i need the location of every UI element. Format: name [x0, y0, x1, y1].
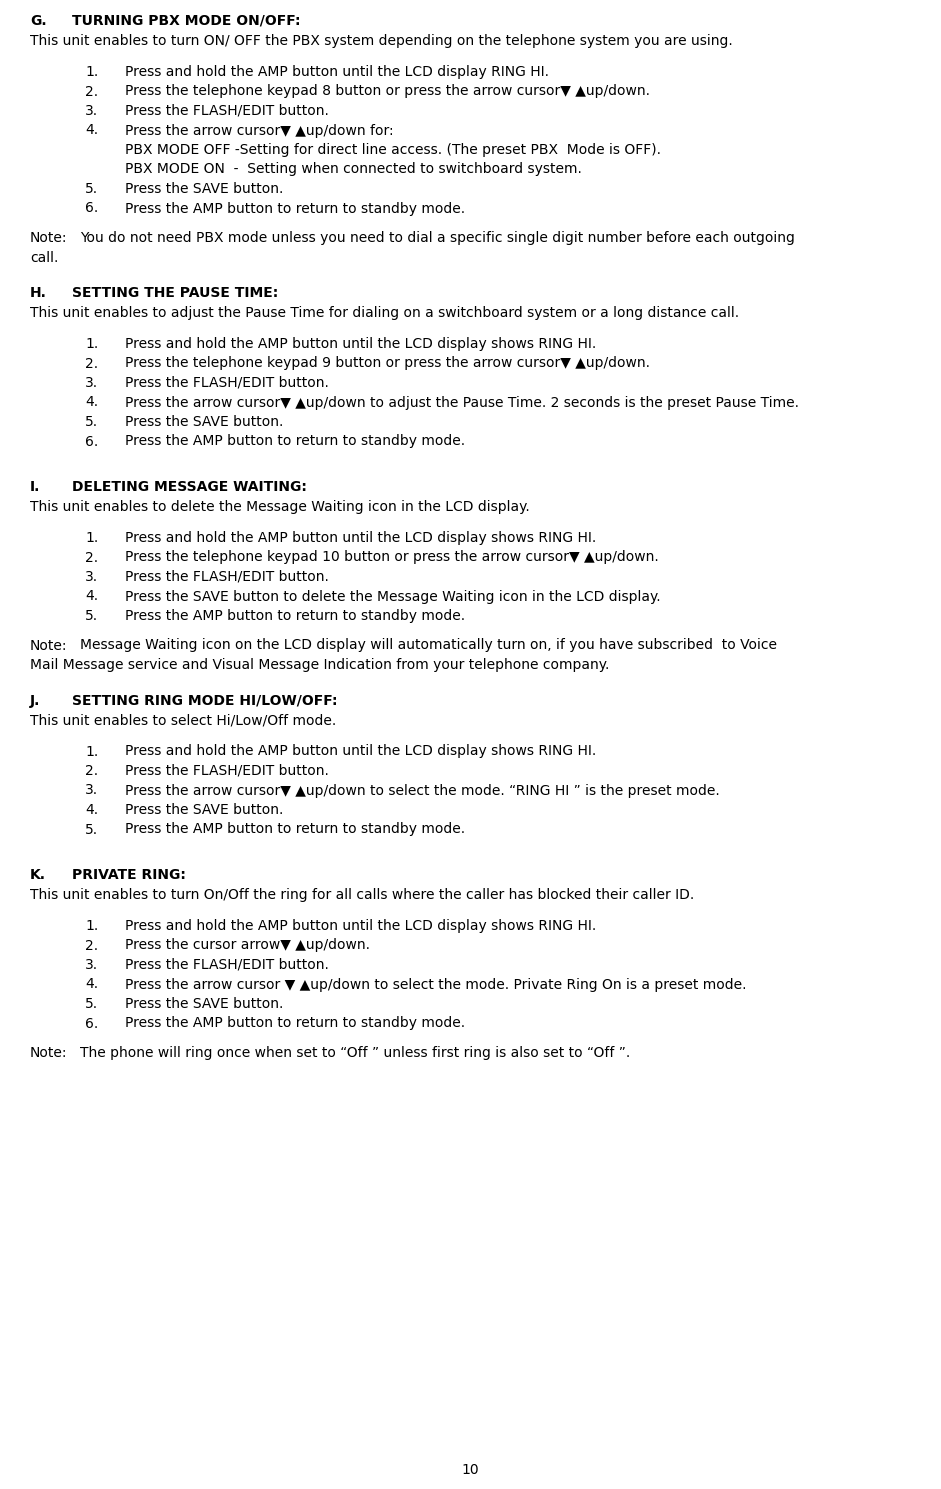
Text: 5.: 5. — [85, 822, 98, 837]
Text: SETTING RING MODE HI/LOW/OFF:: SETTING RING MODE HI/LOW/OFF: — [72, 694, 338, 707]
Text: Press and hold the AMP button until the LCD display shows RING HI.: Press and hold the AMP button until the … — [125, 919, 597, 934]
Text: 4.: 4. — [85, 124, 98, 137]
Text: PBX MODE ON  -  Setting when connected to switchboard system.: PBX MODE ON - Setting when connected to … — [125, 162, 582, 177]
Text: 3.: 3. — [85, 783, 98, 798]
Text: SETTING THE PAUSE TIME:: SETTING THE PAUSE TIME: — [72, 286, 279, 299]
Text: This unit enables to turn On/Off the ring for all calls where the caller has blo: This unit enables to turn On/Off the rin… — [30, 887, 694, 901]
Text: Press the FLASH/EDIT button.: Press the FLASH/EDIT button. — [125, 570, 328, 584]
Text: Press the arrow cursor ▼ ▲up/down to select the mode. Private Ring On is a prese: Press the arrow cursor ▼ ▲up/down to sel… — [125, 977, 746, 992]
Text: 5.: 5. — [85, 609, 98, 622]
Text: This unit enables to delete the Message Waiting icon in the LCD display.: This unit enables to delete the Message … — [30, 499, 530, 514]
Text: Press the AMP button to return to standby mode.: Press the AMP button to return to standb… — [125, 435, 465, 448]
Text: Mail Message service and Visual Message Indication from your telephone company.: Mail Message service and Visual Message … — [30, 658, 610, 672]
Text: Message Waiting icon on the LCD display will automatically turn on, if you have : Message Waiting icon on the LCD display … — [80, 639, 777, 652]
Text: Press the AMP button to return to standby mode.: Press the AMP button to return to standb… — [125, 822, 465, 837]
Text: The phone will ring once when set to “Off ” unless first ring is also set to “Of: The phone will ring once when set to “Of… — [80, 1045, 630, 1060]
Text: 6.: 6. — [85, 1017, 98, 1030]
Text: 1.: 1. — [85, 337, 98, 351]
Text: 3.: 3. — [85, 570, 98, 584]
Text: 1.: 1. — [85, 532, 98, 545]
Text: 4.: 4. — [85, 396, 98, 409]
Text: 4.: 4. — [85, 977, 98, 992]
Text: This unit enables to adjust the Pause Time for dialing on a switchboard system o: This unit enables to adjust the Pause Ti… — [30, 305, 739, 320]
Text: 2.: 2. — [85, 938, 98, 953]
Text: Press the FLASH/EDIT button.: Press the FLASH/EDIT button. — [125, 764, 328, 777]
Text: G.: G. — [30, 13, 47, 28]
Text: 2.: 2. — [85, 356, 98, 371]
Text: Press the AMP button to return to standby mode.: Press the AMP button to return to standb… — [125, 201, 465, 216]
Text: This unit enables to turn ON/ OFF the PBX system depending on the telephone syst: This unit enables to turn ON/ OFF the PB… — [30, 33, 733, 48]
Text: Press the SAVE button.: Press the SAVE button. — [125, 998, 283, 1011]
Text: Press the SAVE button.: Press the SAVE button. — [125, 182, 283, 197]
Text: Press the telephone keypad 8 button or press the arrow cursor▼ ▲up/down.: Press the telephone keypad 8 button or p… — [125, 85, 650, 98]
Text: Note:: Note: — [30, 639, 68, 652]
Text: Press and hold the AMP button until the LCD display shows RING HI.: Press and hold the AMP button until the … — [125, 337, 597, 351]
Text: Note:: Note: — [30, 231, 68, 246]
Text: call.: call. — [30, 250, 58, 265]
Text: Press the telephone keypad 9 button or press the arrow cursor▼ ▲up/down.: Press the telephone keypad 9 button or p… — [125, 356, 650, 371]
Text: 1.: 1. — [85, 919, 98, 934]
Text: Press the telephone keypad 10 button or press the arrow cursor▼ ▲up/down.: Press the telephone keypad 10 button or … — [125, 551, 659, 564]
Text: Press and hold the AMP button until the LCD display RING HI.: Press and hold the AMP button until the … — [125, 66, 549, 79]
Text: Press and hold the AMP button until the LCD display shows RING HI.: Press and hold the AMP button until the … — [125, 744, 597, 758]
Text: 5.: 5. — [85, 182, 98, 197]
Text: 3.: 3. — [85, 104, 98, 118]
Text: Press the AMP button to return to standby mode.: Press the AMP button to return to standb… — [125, 609, 465, 622]
Text: TURNING PBX MODE ON/OFF:: TURNING PBX MODE ON/OFF: — [72, 13, 300, 28]
Text: 3.: 3. — [85, 957, 98, 972]
Text: Press the arrow cursor▼ ▲up/down to select the mode. “RING HI ” is the preset mo: Press the arrow cursor▼ ▲up/down to sele… — [125, 783, 720, 798]
Text: 1.: 1. — [85, 66, 98, 79]
Text: Press the SAVE button to delete the Message Waiting icon in the LCD display.: Press the SAVE button to delete the Mess… — [125, 590, 661, 603]
Text: Press the FLASH/EDIT button.: Press the FLASH/EDIT button. — [125, 377, 328, 390]
Text: Press the AMP button to return to standby mode.: Press the AMP button to return to standb… — [125, 1017, 465, 1030]
Text: Press the FLASH/EDIT button.: Press the FLASH/EDIT button. — [125, 957, 328, 972]
Text: 5.: 5. — [85, 415, 98, 429]
Text: 1.: 1. — [85, 744, 98, 758]
Text: 6.: 6. — [85, 435, 98, 448]
Text: 2.: 2. — [85, 551, 98, 564]
Text: Press and hold the AMP button until the LCD display shows RING HI.: Press and hold the AMP button until the … — [125, 532, 597, 545]
Text: Press the arrow cursor▼ ▲up/down for:: Press the arrow cursor▼ ▲up/down for: — [125, 124, 393, 137]
Text: J.: J. — [30, 694, 40, 707]
Text: Press the arrow cursor▼ ▲up/down to adjust the Pause Time. 2 seconds is the pres: Press the arrow cursor▼ ▲up/down to adju… — [125, 396, 799, 409]
Text: H.: H. — [30, 286, 47, 299]
Text: 3.: 3. — [85, 377, 98, 390]
Text: DELETING MESSAGE WAITING:: DELETING MESSAGE WAITING: — [72, 479, 307, 494]
Text: 10: 10 — [462, 1464, 479, 1477]
Text: 5.: 5. — [85, 998, 98, 1011]
Text: I.: I. — [30, 479, 40, 494]
Text: Press the SAVE button.: Press the SAVE button. — [125, 803, 283, 817]
Text: 4.: 4. — [85, 803, 98, 817]
Text: Press the SAVE button.: Press the SAVE button. — [125, 415, 283, 429]
Text: 6.: 6. — [85, 201, 98, 216]
Text: Press the cursor arrow▼ ▲up/down.: Press the cursor arrow▼ ▲up/down. — [125, 938, 370, 953]
Text: PRIVATE RING:: PRIVATE RING: — [72, 868, 186, 881]
Text: PBX MODE OFF -Setting for direct line access. (The preset PBX  Mode is OFF).: PBX MODE OFF -Setting for direct line ac… — [125, 143, 661, 156]
Text: Note:: Note: — [30, 1045, 68, 1060]
Text: Press the FLASH/EDIT button.: Press the FLASH/EDIT button. — [125, 104, 328, 118]
Text: 2.: 2. — [85, 764, 98, 777]
Text: This unit enables to select Hi/Low/Off mode.: This unit enables to select Hi/Low/Off m… — [30, 713, 336, 727]
Text: 4.: 4. — [85, 590, 98, 603]
Text: 2.: 2. — [85, 85, 98, 98]
Text: K.: K. — [30, 868, 46, 881]
Text: You do not need PBX mode unless you need to dial a specific single digit number : You do not need PBX mode unless you need… — [80, 231, 795, 246]
